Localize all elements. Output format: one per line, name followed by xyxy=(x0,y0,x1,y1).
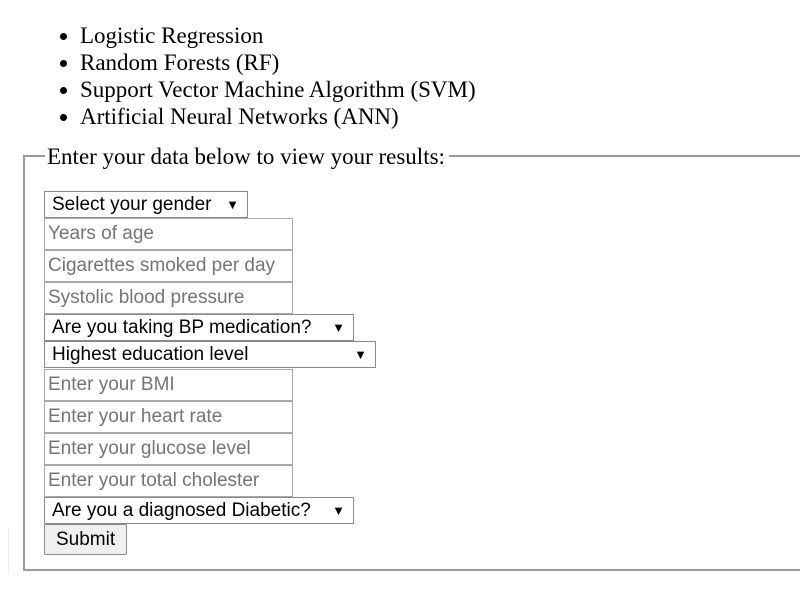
chevron-down-icon: ▼ xyxy=(226,197,239,212)
bmi-input[interactable]: Enter your BMI xyxy=(44,369,293,401)
chevron-down-icon: ▼ xyxy=(332,320,345,335)
diabetic-select[interactable]: Are you a diagnosed Diabetic? ▼ xyxy=(44,497,354,524)
heart-rate-input[interactable]: Enter your heart rate xyxy=(44,401,293,433)
systolic-bp-input[interactable]: Systolic blood pressure xyxy=(44,282,293,314)
education-select-value: Highest education level xyxy=(52,344,249,365)
model-item-svm: Support Vector Machine Algorithm (SVM) xyxy=(80,76,476,103)
models-list: Logistic Regression Random Forests (RF) … xyxy=(40,22,476,130)
diabetic-select-value: Are you a diagnosed Diabetic? xyxy=(52,500,311,521)
bp-medication-select[interactable]: Are you taking BP medication? ▼ xyxy=(44,314,354,341)
chevron-down-icon: ▼ xyxy=(354,347,367,362)
model-item-ann: Artificial Neural Networks (ANN) xyxy=(80,103,476,130)
cigarettes-per-day-input[interactable]: Cigarettes smoked per day xyxy=(44,250,293,282)
cholesterol-input[interactable]: Enter your total cholester xyxy=(44,465,293,497)
gender-select[interactable]: Select your gender ▼ xyxy=(44,191,248,218)
glucose-input[interactable]: Enter your glucose level xyxy=(44,433,293,465)
age-input[interactable]: Years of age xyxy=(44,218,293,250)
page-edge-divider xyxy=(0,528,9,574)
model-item-random-forests: Random Forests (RF) xyxy=(80,49,476,76)
prediction-form: Enter your data below to view your resul… xyxy=(23,145,800,571)
form-legend: Enter your data below to view your resul… xyxy=(45,145,449,169)
bp-medication-select-value: Are you taking BP medication? xyxy=(52,317,312,338)
submit-button[interactable]: Submit xyxy=(44,524,128,555)
model-item-logistic-regression: Logistic Regression xyxy=(80,22,476,49)
chevron-down-icon: ▼ xyxy=(332,503,345,518)
gender-select-value: Select your gender xyxy=(52,194,212,215)
education-select[interactable]: Highest education level ▼ xyxy=(44,341,376,368)
